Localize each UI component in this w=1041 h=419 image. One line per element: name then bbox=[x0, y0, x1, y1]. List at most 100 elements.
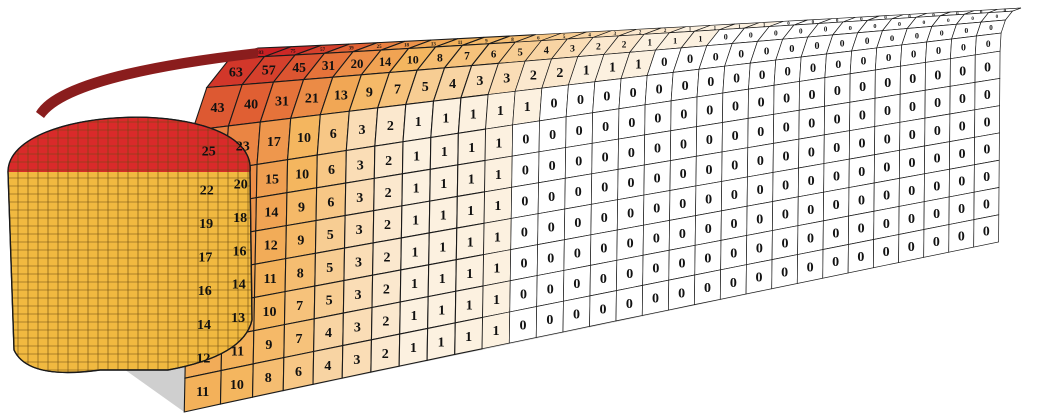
cell-value-label: 3 bbox=[570, 43, 575, 54]
cell-value-label: 0 bbox=[522, 132, 529, 147]
cell-value-label: 0 bbox=[812, 21, 815, 26]
cell-value-label: 39 bbox=[349, 47, 355, 52]
cell-value-label: 0 bbox=[652, 262, 659, 277]
cell-value-label: 0 bbox=[958, 229, 965, 244]
cell-value-label: 0 bbox=[731, 158, 738, 173]
cell-value-label: 3 bbox=[356, 223, 363, 238]
cell-value-label: 0 bbox=[549, 159, 556, 174]
cell-value-label: 2 bbox=[664, 29, 667, 34]
cell-value-label: 7 bbox=[296, 299, 303, 314]
cell-value-label: 1 bbox=[441, 145, 448, 160]
cell-value-label: 8 bbox=[437, 52, 443, 65]
cell-value-label: 0 bbox=[983, 142, 990, 157]
cell-value-label: 2 bbox=[383, 283, 390, 298]
cell-value-label: 1 bbox=[439, 272, 446, 287]
cell-value-label: 0 bbox=[548, 221, 555, 236]
cell-value-label: 0 bbox=[934, 96, 941, 111]
cell-value-label: 0 bbox=[575, 185, 582, 200]
cell-value-label: 18 bbox=[233, 211, 247, 226]
cell-value-label: 0 bbox=[908, 212, 915, 227]
cell-value-label: 2 bbox=[382, 315, 389, 330]
cell-value-label: 0 bbox=[859, 137, 866, 152]
cell-value-label: 0 bbox=[783, 92, 790, 107]
cell-value-label: 1 bbox=[410, 341, 417, 356]
cell-value-label: 0 bbox=[679, 197, 686, 212]
cell-value-label: 8 bbox=[265, 371, 272, 386]
cell-value-label: 0 bbox=[934, 124, 941, 139]
cell-value-label: 0 bbox=[884, 16, 887, 21]
cell-value-label: 0 bbox=[730, 246, 737, 261]
cell-value-label: 0 bbox=[602, 120, 609, 135]
cell-value-label: 10 bbox=[295, 168, 309, 183]
cell-value-label: 1 bbox=[494, 230, 501, 245]
cell-value-label: 23 bbox=[236, 139, 250, 154]
cell-value-label: 0 bbox=[730, 276, 737, 291]
cell-value-label: 13 bbox=[231, 311, 245, 326]
cell-value-label: 0 bbox=[807, 232, 814, 247]
face-outline bbox=[7, 116, 253, 374]
cell-value-label: 9 bbox=[366, 86, 373, 101]
cell-value-label: 0 bbox=[808, 174, 815, 189]
cell-value-label: 0 bbox=[627, 206, 634, 221]
cell-value-label: 21 bbox=[305, 91, 319, 106]
cell-value-label: 0 bbox=[908, 240, 915, 255]
cell-value-label: 1 bbox=[494, 199, 501, 214]
cell-value-label: 0 bbox=[758, 96, 765, 111]
cell-value-label: 0 bbox=[680, 167, 687, 182]
cell-value-label: 0 bbox=[911, 50, 916, 61]
cell-value-label: 0 bbox=[933, 207, 940, 222]
cell-value-label: 0 bbox=[799, 28, 803, 36]
cell-value-label: 5 bbox=[326, 261, 333, 276]
cell-value-label: 0 bbox=[706, 104, 713, 119]
cell-value-label: 0 bbox=[678, 286, 685, 301]
cell-value-label: 0 bbox=[757, 154, 764, 169]
cell-value-label: 0 bbox=[922, 20, 925, 26]
cell-value-label: 0 bbox=[653, 202, 660, 217]
cell-value-label: 0 bbox=[627, 176, 634, 191]
cell-value-label: 0 bbox=[861, 56, 867, 68]
cell-value-label: 13 bbox=[334, 88, 348, 103]
cell-value-label: 4 bbox=[588, 34, 591, 39]
cell-value-label: 0 bbox=[603, 89, 610, 104]
cell-value-label: 1 bbox=[466, 298, 473, 313]
cell-value-label: 0 bbox=[654, 172, 661, 187]
cell-value-label: 0 bbox=[522, 163, 529, 178]
cell-value-label: 0 bbox=[883, 189, 890, 204]
cell-value-label: 0 bbox=[908, 184, 915, 199]
cell-value-label: 0 bbox=[600, 242, 607, 257]
cell-value-label: 1 bbox=[714, 26, 717, 31]
cell-value-label: 1 bbox=[470, 108, 477, 123]
cell-value-label: 1 bbox=[698, 35, 702, 44]
cell-value-label: 0 bbox=[519, 319, 526, 334]
cell-value-label: 0 bbox=[628, 116, 635, 131]
cell-value-label: 2 bbox=[384, 218, 391, 233]
cell-value-label: 3 bbox=[476, 74, 483, 89]
tunnel-lining-grid bbox=[36, 7, 1022, 413]
cell-value-label: 2 bbox=[622, 40, 627, 50]
cell-value-label: 0 bbox=[782, 208, 789, 223]
cell-value-label: 31 bbox=[322, 58, 335, 73]
cell-value-label: 10 bbox=[230, 378, 244, 393]
cell-value-label: 0 bbox=[989, 24, 993, 32]
cell-value-label: 0 bbox=[679, 227, 686, 242]
cell-value-label: 0 bbox=[732, 100, 739, 115]
face-crown-cap bbox=[8, 117, 251, 172]
cell-value-label: 7 bbox=[296, 332, 303, 347]
cell-value-label: 0 bbox=[546, 313, 553, 328]
cell-value-label: 20 bbox=[234, 178, 248, 193]
cell-value-label: 3 bbox=[357, 158, 364, 173]
cell-value-label: 1 bbox=[495, 137, 502, 152]
cell-value-label: 0 bbox=[933, 179, 940, 194]
cell-value-label: 22 bbox=[200, 183, 214, 198]
arch-rim bbox=[36, 48, 258, 118]
cell-value-label: 0 bbox=[654, 142, 661, 157]
cell-value-label: 0 bbox=[984, 114, 991, 129]
cell-value-label: 0 bbox=[576, 124, 583, 139]
cell-value-label: 20 bbox=[351, 57, 364, 71]
cell-value-label: 0 bbox=[575, 155, 582, 170]
cell-value-label: 1 bbox=[495, 168, 502, 183]
cell-value-label: 1 bbox=[635, 57, 642, 72]
cell-value-label: 2 bbox=[556, 66, 563, 81]
cell-value-label: 0 bbox=[574, 216, 581, 231]
